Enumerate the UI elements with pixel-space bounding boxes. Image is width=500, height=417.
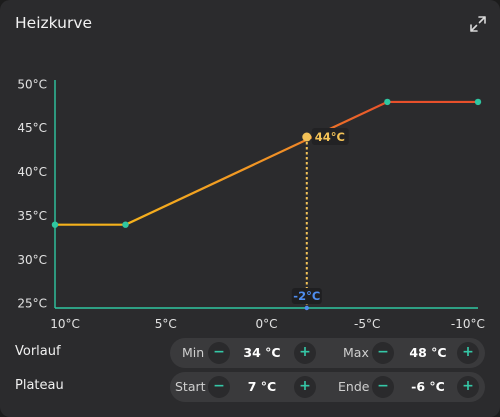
plateau-end-label: Ende	[338, 379, 370, 394]
plateau-label: Plateau	[15, 378, 64, 393]
vorlauf-max-decrease-button[interactable]: −	[372, 342, 394, 364]
current-x-axis-marker	[304, 305, 309, 311]
vorlauf-max-increase-button[interactable]: +	[457, 342, 479, 364]
y-tick-label: 35°C	[17, 209, 47, 223]
x-tick-label: 0°C	[255, 317, 277, 331]
curve-control-point	[474, 98, 482, 106]
plateau-row: Plateau Start − 7 °C + Ende − -6 °C +	[0, 372, 500, 402]
y-tick-label: 45°C	[17, 121, 47, 135]
vorlauf-max-value: 48 °C	[409, 345, 447, 360]
curve-control-point	[384, 98, 391, 106]
plus-icon: +	[462, 378, 474, 394]
plateau-end-increase-button[interactable]: +	[457, 376, 479, 398]
current-y-label: 44°C	[315, 130, 345, 144]
plateau-start-value: 7 °C	[247, 379, 277, 394]
minus-icon: −	[213, 344, 225, 360]
vorlauf-label: Vorlauf	[15, 344, 61, 359]
card-title: Heizkurve	[15, 14, 93, 32]
expand-arrows-icon[interactable]	[468, 14, 488, 34]
vorlauf-min-decrease-button[interactable]: −	[208, 342, 230, 364]
plateau-end-value: -6 °C	[411, 379, 445, 394]
vorlauf-controls: Min − 34 °C + Max − 48 °C +	[170, 338, 485, 368]
x-tick-label: 10°C	[50, 317, 80, 331]
x-tick-label: -5°C	[354, 317, 380, 331]
x-tick-label: -10°C	[451, 317, 485, 331]
vorlauf-min-label: Min	[182, 345, 205, 360]
minus-icon: −	[377, 344, 389, 360]
y-tick-label: 30°C	[17, 253, 47, 267]
plateau-controls: Start − 7 °C + Ende − -6 °C +	[170, 372, 485, 402]
y-tick-label: 25°C	[17, 297, 47, 311]
current-y-badge	[311, 128, 349, 145]
plus-icon: +	[462, 344, 474, 360]
plateau-start-label: Start	[175, 379, 206, 394]
y-tick-label: 50°C	[17, 77, 47, 91]
vorlauf-min-value: 34 °C	[243, 345, 281, 360]
minus-icon: −	[213, 378, 225, 394]
current-x-label: -2°C	[293, 289, 320, 303]
y-tick-label: 40°C	[17, 165, 47, 179]
plateau-start-decrease-button[interactable]: −	[208, 376, 230, 398]
plus-icon: +	[299, 344, 311, 360]
curve-segment	[124, 100, 389, 226]
heating-curve-chart: 50°C 45°C 40°C 35°C 30°C 25°C10°C 5°C 0°C -5°C -1…	[17, 77, 485, 331]
vorlauf-row: Vorlauf Min − 34 °C + Max − 48 °C +	[0, 338, 500, 368]
x-tick-label: 5°C	[155, 317, 177, 331]
current-point-marker	[302, 132, 312, 142]
plateau-start-increase-button[interactable]: +	[294, 376, 316, 398]
vorlauf-min-increase-button[interactable]: +	[294, 342, 316, 364]
plus-icon: +	[299, 378, 311, 394]
curve-control-point	[51, 221, 59, 228]
plateau-end-decrease-button[interactable]: −	[372, 376, 394, 398]
current-x-badge	[291, 288, 322, 304]
vorlauf-max-label: Max	[343, 345, 369, 360]
curve-control-point	[122, 221, 129, 228]
minus-icon: −	[377, 378, 389, 394]
